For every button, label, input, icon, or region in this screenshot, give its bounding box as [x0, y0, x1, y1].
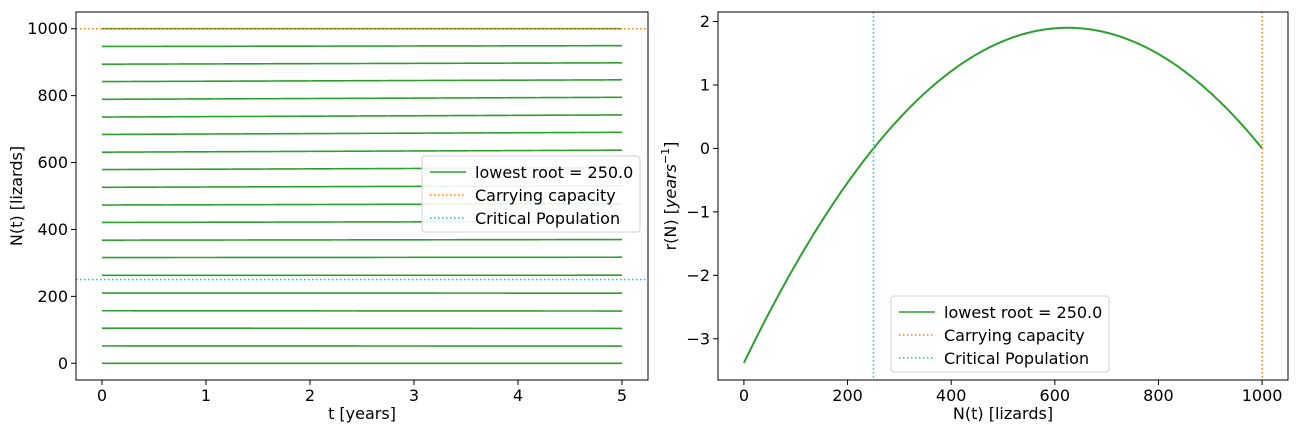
right-chart-x-tick-label: 600 [1040, 386, 1071, 405]
left-chart-series-line [102, 62, 622, 65]
right-chart-series-line [743, 26, 1263, 364]
right-chart-x-tick-label: 400 [936, 386, 967, 405]
right-chart-y-tick-label: 2 [700, 12, 710, 31]
right-chart-legend-label: Critical Population [944, 349, 1089, 368]
left-chart-frame [75, 11, 649, 381]
left-chart-legend-label: Critical Population [475, 209, 620, 228]
left-chart-series-line [102, 131, 623, 136]
right-chart-legend-label: Carrying capacity [944, 326, 1085, 345]
left-chart-series-line [102, 238, 623, 241]
left-chart-legend-box [421, 155, 641, 233]
right-chart-y-ticks: −3 −2 −1 0 1 2 [686, 12, 718, 348]
right-chart-legend-label: lowest root = 250.0 [944, 303, 1102, 322]
right-chart-legend: lowest root = 250.0 Carrying capacity Crit… [890, 295, 1110, 373]
left-chart-x-tick-label: 4 [513, 386, 523, 405]
right-chart-x-tick-label: 1000 [1242, 386, 1283, 405]
right-chart-y-axis-label-sup: −1 [659, 148, 672, 164]
right-chart-x-tick-label: 200 [832, 386, 863, 405]
right-chart-x-axis-label: N(t) [lizards] [953, 404, 1053, 423]
right-chart-y-tick-label: 1 [700, 75, 710, 94]
left-chart-y-tick-label: 600 [37, 153, 68, 172]
left-chart-x-tick-label: 3 [409, 386, 419, 405]
right-chart-y-tick-label: 0 [700, 139, 710, 158]
left-chart-y-tick-label: 0 [58, 354, 68, 373]
left-chart-series-line [101, 79, 623, 83]
left-chart-x-tick-label: 0 [97, 386, 107, 405]
left-chart-y-tick-label: 800 [37, 86, 68, 105]
right-chart-y-axis-label-italic: years [661, 164, 680, 209]
right-chart-y-tick-label: −3 [686, 329, 710, 348]
left-chart-y-axis-label: N(t) [lizards] [7, 146, 26, 246]
right-chart-y-tick-label: −1 [686, 202, 710, 221]
left-chart-x-ticks: 0 1 2 3 4 5 [97, 380, 627, 405]
left-chart-x-tick-label: 1 [201, 386, 211, 405]
right-chart-y-axis-label-prefix: r(N) [ [661, 208, 680, 250]
right-chart-plot-area [743, 12, 1263, 380]
left-chart-plot-area [76, 27, 648, 365]
left-chart-x-tick-label: 2 [305, 386, 315, 405]
right-chart-frame [717, 11, 1289, 381]
right-chart-legend-box [890, 295, 1110, 373]
left-chart-legend-label: Carrying capacity [475, 186, 616, 205]
left-chart-series-line [101, 96, 622, 101]
left-chart-y-tick-label: 400 [37, 220, 68, 239]
left-chart-x-tick-label: 5 [617, 386, 627, 405]
left-chart-y-tick-label: 1000 [27, 19, 68, 38]
left-chart-y-ticks: 0 200 400 600 800 1000 [27, 19, 76, 373]
left-chart-legend: lowest root = 250.0 Carrying capacity Crit… [421, 155, 641, 233]
right-chart-y-axis-label-suffix: ] [661, 142, 680, 148]
left-chart-series-line [101, 114, 622, 118]
right-chart-x-tick-label: 0 [739, 386, 749, 405]
left-chart: 0 1 2 3 4 5 0 200 400 600 800 1000 t [years] N(t) … [7, 11, 649, 423]
left-chart-y-tick-label: 200 [37, 287, 68, 306]
left-chart-series-line [102, 149, 623, 153]
right-chart-x-tick-label: 800 [1143, 386, 1174, 405]
left-chart-x-axis-label: t [years] [328, 404, 396, 423]
right-chart-x-ticks: 0 200 400 600 800 1000 [739, 380, 1283, 405]
left-chart-series-line [102, 44, 622, 48]
right-chart-y-tick-label: −2 [686, 266, 710, 285]
right-chart-y-axis-label: r(N) [years−1] [659, 142, 680, 251]
left-chart-legend-label: lowest root = 250.0 [475, 163, 633, 182]
right-chart: 0 200 400 600 800 1000 −3 −2 −1 0 1 2 N(t) [lizard… [659, 11, 1289, 423]
